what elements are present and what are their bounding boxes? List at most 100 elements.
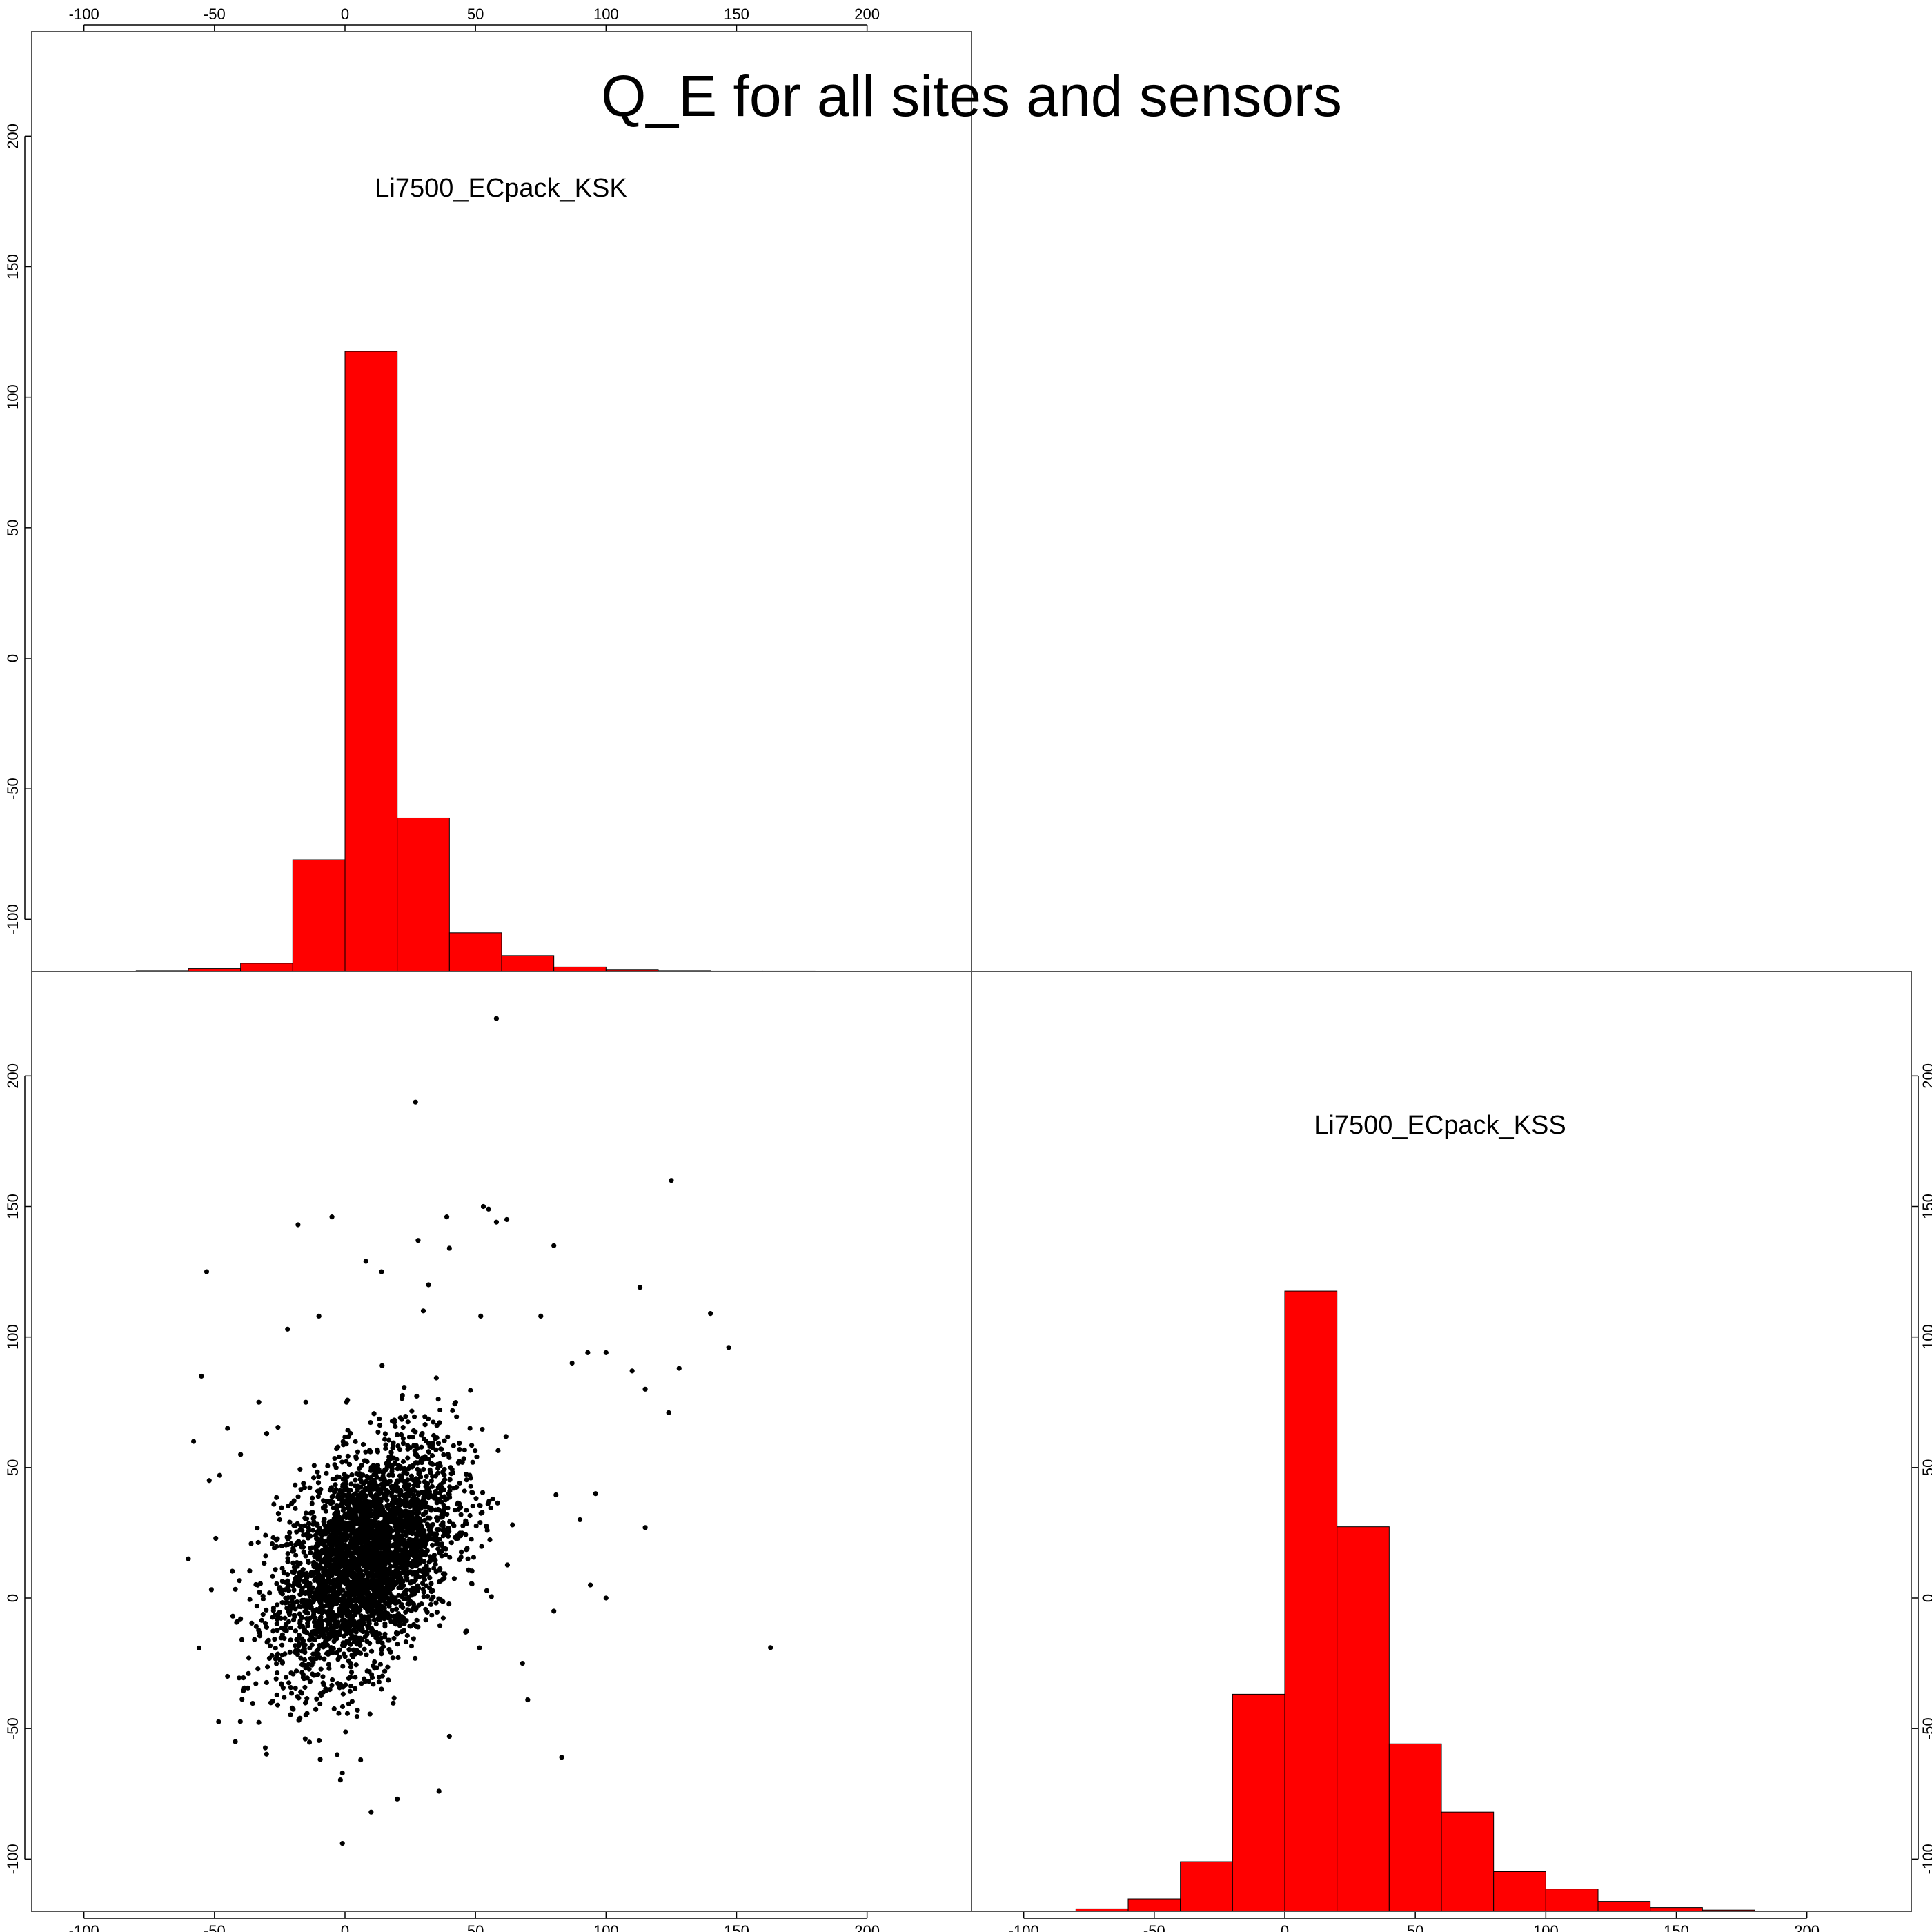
scatter-point <box>315 1651 321 1657</box>
y-tick-label-kss: 200 <box>1920 1063 1932 1089</box>
scatter-point <box>388 1576 394 1581</box>
scatter-point <box>400 1477 405 1483</box>
scatter-point <box>379 1533 385 1539</box>
scatter-point <box>375 1447 380 1452</box>
scatter-point <box>381 1591 386 1597</box>
scatter-point <box>274 1581 279 1586</box>
x-tick-label-kss: 0 <box>1281 1922 1289 1932</box>
scatter-point <box>316 1618 322 1624</box>
scatter-point <box>317 1655 323 1661</box>
scatter-point <box>410 1486 415 1492</box>
scatter-point <box>326 1539 332 1545</box>
scatter-point <box>349 1472 355 1478</box>
scatter-point <box>316 1313 322 1319</box>
scatter-point <box>358 1627 364 1633</box>
scatter-point <box>364 1486 369 1491</box>
scatter-point <box>292 1580 297 1586</box>
scatter-point <box>551 1608 557 1614</box>
scatter-point <box>450 1408 455 1413</box>
scatter-point <box>283 1595 288 1601</box>
scatter-point <box>319 1596 325 1601</box>
scatter-point <box>422 1457 427 1462</box>
scatter-point <box>383 1550 388 1556</box>
scatter-point <box>489 1594 494 1599</box>
scatter-point <box>389 1514 395 1520</box>
scatter-point <box>292 1614 297 1619</box>
scatter-point <box>408 1608 414 1614</box>
scatter-point <box>335 1752 340 1757</box>
scatter-point <box>388 1613 394 1619</box>
scatter-point <box>273 1645 278 1651</box>
scatter-point <box>282 1695 287 1700</box>
scatter-point <box>306 1617 311 1623</box>
scatter-point <box>279 1681 284 1686</box>
scatter-point <box>331 1557 337 1563</box>
y-tick-label-kss: 150 <box>1920 1194 1932 1219</box>
scatter-point <box>385 1506 391 1511</box>
scatter-point <box>403 1414 408 1419</box>
scatter-point <box>433 1569 439 1575</box>
scatter-point <box>386 1604 392 1609</box>
scatter-point <box>385 1637 391 1643</box>
scatter-point <box>427 1443 433 1449</box>
scatter-point <box>378 1490 384 1495</box>
scatter-point <box>313 1706 319 1712</box>
scatter-point <box>412 1548 417 1554</box>
scatter-point <box>415 1466 420 1472</box>
scatter-point <box>403 1639 408 1645</box>
scatter-point <box>274 1544 279 1549</box>
scatter-point <box>297 1611 302 1617</box>
scatter-point <box>364 1638 370 1644</box>
scatter-point <box>303 1699 308 1705</box>
scatter-point <box>426 1559 432 1565</box>
scatter-point <box>428 1460 433 1466</box>
scatter-point <box>396 1599 402 1605</box>
scatter-point <box>312 1595 318 1601</box>
scatter-point <box>370 1595 376 1600</box>
scatter-point <box>332 1511 337 1517</box>
scatter-point <box>288 1625 293 1631</box>
x-tick-label-ksk: 50 <box>467 6 484 23</box>
scatter-point <box>408 1624 413 1629</box>
panel-label-ksk: Li7500_ECpack_KSK <box>375 174 627 203</box>
scatter-point <box>415 1530 421 1537</box>
scatter-point <box>289 1606 295 1611</box>
scatter-point <box>402 1590 407 1595</box>
scatter-point <box>361 1595 366 1601</box>
scatter-point <box>353 1590 359 1595</box>
axes-ticks: -100 -50 0 50 100 150 200 -100 -50 0 50 100 150 200 -1… <box>4 6 1932 1932</box>
x-tick-label-scatter: 0 <box>341 1922 349 1932</box>
scatter-point <box>401 1615 406 1621</box>
scatter-point <box>273 1567 278 1573</box>
y-tick-label-ksk: -50 <box>4 778 21 800</box>
y-tick-label-scatter: 150 <box>4 1194 21 1219</box>
scatter-point <box>382 1598 387 1604</box>
scatter-point <box>361 1563 367 1568</box>
scatter-point <box>353 1483 358 1488</box>
scatter-point <box>447 1477 453 1483</box>
scatter-point <box>208 1587 214 1593</box>
scatter-point <box>289 1598 295 1604</box>
x-tick-label-kss: 50 <box>1407 1922 1423 1932</box>
x-tick-label-ksk: 0 <box>341 6 349 23</box>
scatter-point <box>323 1686 328 1692</box>
scatter-point <box>375 1485 381 1491</box>
scatter-point <box>310 1528 316 1533</box>
scatter-point <box>328 1628 335 1633</box>
scatter-point <box>253 1581 259 1588</box>
scatter-point <box>230 1613 236 1619</box>
scatter-point <box>346 1461 353 1468</box>
scatter-point <box>237 1719 243 1724</box>
scatter-point <box>293 1668 299 1674</box>
scatter-point <box>427 1535 433 1540</box>
scatter-point <box>470 1490 475 1495</box>
scatter-point <box>385 1664 391 1670</box>
scatter-point <box>369 1567 375 1573</box>
scatter-point <box>440 1470 446 1475</box>
scatter-point <box>405 1419 411 1425</box>
y-tick-label-scatter: 100 <box>4 1324 21 1350</box>
scatter-point <box>374 1475 379 1480</box>
scatter-point <box>325 1463 331 1468</box>
scatter-point <box>290 1560 296 1566</box>
scatter-point <box>470 1504 475 1509</box>
